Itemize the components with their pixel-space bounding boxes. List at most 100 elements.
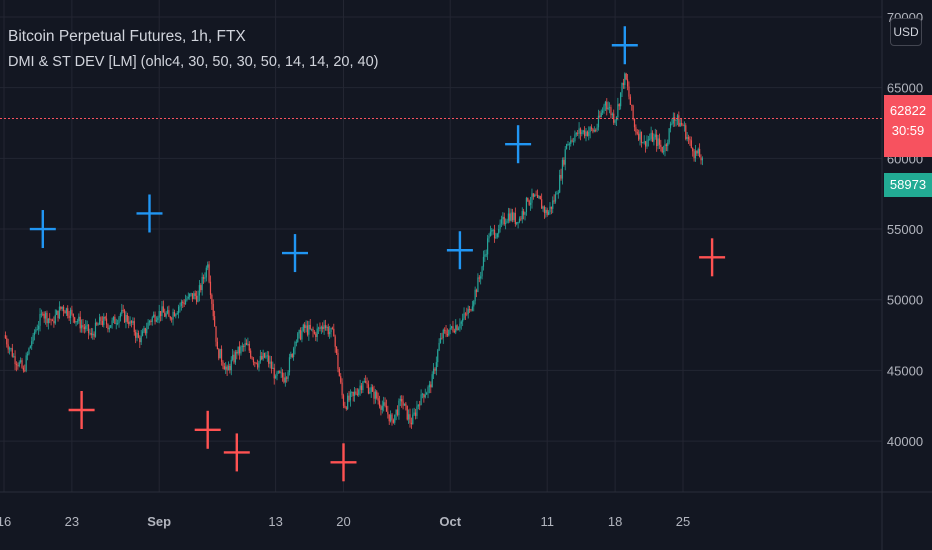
candle-body: [104, 316, 106, 319]
candle-body: [367, 384, 370, 394]
candle-body: [437, 350, 439, 363]
candle-body: [480, 276, 482, 279]
candle-body: [381, 405, 383, 410]
candle-body: [244, 342, 246, 347]
candle-body: [517, 221, 519, 223]
candle-body: [495, 236, 497, 239]
candle-body: [78, 316, 80, 322]
candle-body: [273, 367, 275, 379]
candle-body: [604, 101, 606, 106]
candle-body: [256, 363, 259, 368]
candle-body: [74, 317, 76, 323]
candle-body: [201, 276, 203, 291]
candle-body: [547, 212, 550, 215]
candle-body: [103, 316, 105, 325]
candle-body: [543, 206, 546, 213]
candle-body: [309, 324, 311, 329]
x-tick-label: Sep: [147, 514, 171, 529]
candle-body: [35, 329, 37, 333]
candle-body: [588, 132, 590, 136]
candle-body: [509, 213, 511, 221]
candle-body: [197, 295, 199, 302]
candle-body: [535, 194, 537, 196]
candle-body: [427, 387, 429, 394]
candle-body: [241, 346, 243, 347]
candle-body: [311, 328, 313, 330]
candle-body: [638, 133, 640, 140]
candle-body: [500, 219, 503, 224]
candle-body: [636, 132, 638, 134]
candle-body: [402, 401, 404, 406]
candle-body: [243, 346, 245, 347]
candle-body: [53, 320, 55, 324]
candle-body: [226, 366, 228, 371]
candle-body: [202, 276, 205, 279]
candle-body: [478, 277, 480, 279]
candle-body: [25, 355, 27, 371]
candle-body: [40, 313, 43, 315]
candle-body: [175, 314, 177, 317]
candle-body: [635, 127, 637, 133]
candle-body: [403, 403, 406, 406]
candle-body: [682, 124, 684, 126]
candle-body: [589, 127, 591, 133]
candle-body: [469, 309, 471, 310]
candle-body: [258, 361, 260, 368]
candle-body: [218, 349, 220, 359]
candle-body: [269, 361, 271, 364]
candle-body: [44, 312, 47, 319]
candle-body: [312, 328, 314, 332]
candle-body: [276, 372, 278, 377]
candle-body: [392, 419, 394, 423]
candle-body: [133, 321, 135, 333]
candle-body: [595, 129, 597, 131]
candle-body: [117, 323, 119, 324]
candle-body: [428, 384, 431, 388]
candle-body: [280, 372, 282, 374]
candle-body: [270, 361, 273, 369]
candle-body: [614, 120, 616, 123]
candle-body: [377, 398, 379, 401]
candle-body: [32, 335, 34, 342]
candle-body: [320, 326, 322, 329]
candle-body: [474, 289, 476, 302]
candle-body: [363, 381, 365, 382]
candle-body: [471, 306, 473, 311]
candle-body: [552, 200, 554, 209]
candle-body: [455, 325, 457, 333]
candle-body: [485, 254, 487, 256]
candle-body: [26, 353, 29, 356]
candle-body: [208, 264, 210, 282]
candle-body: [420, 394, 422, 405]
candle-body: [510, 212, 512, 221]
candle-body: [324, 325, 327, 329]
candle-body: [214, 316, 216, 327]
candle-body: [434, 368, 436, 371]
candle-body: [232, 354, 234, 360]
x-tick-label: 13: [268, 514, 282, 529]
candle-body: [340, 376, 342, 383]
candle-body: [284, 377, 286, 383]
candle-body: [650, 132, 652, 139]
candle-body: [345, 407, 347, 409]
candle-body: [245, 342, 248, 345]
candle-body: [13, 356, 15, 358]
indicator-label[interactable]: DMI & ST DEV [LM] (ohlc4, 30, 50, 30, 50…: [8, 54, 379, 70]
candle-body: [419, 404, 421, 406]
candle-body: [678, 115, 680, 127]
candle-body: [147, 322, 149, 329]
currency-button[interactable]: USD: [890, 18, 922, 46]
candle-body: [322, 326, 324, 330]
candle-body: [578, 128, 580, 134]
candle-body: [498, 229, 500, 234]
candle-body: [693, 151, 695, 159]
candle-body: [628, 86, 630, 97]
candle-body: [62, 306, 65, 312]
candle-body: [72, 313, 74, 318]
candle-body: [118, 317, 120, 324]
candle-body: [61, 306, 63, 309]
candle-body: [408, 414, 410, 420]
candle-body: [126, 315, 128, 322]
